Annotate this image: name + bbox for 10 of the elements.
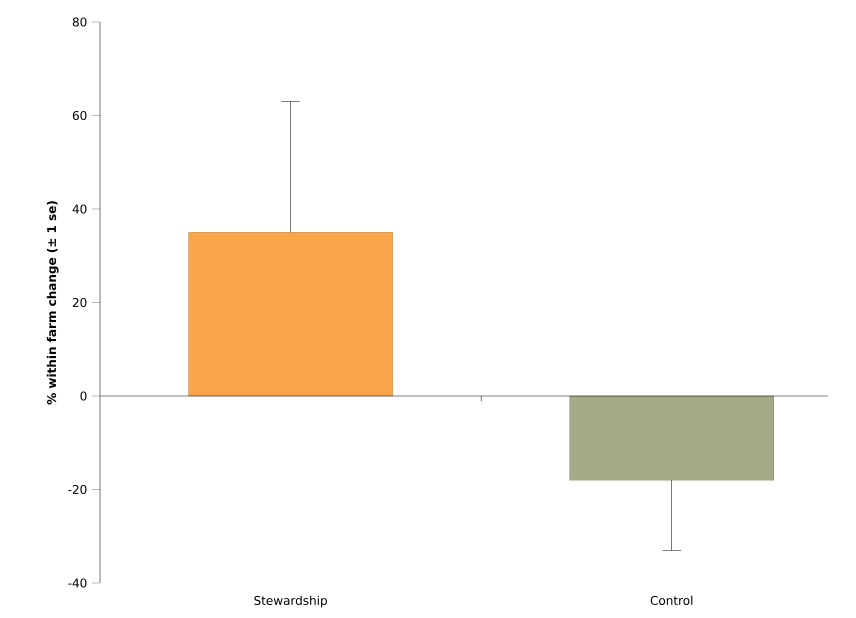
y-tick-label: 40	[72, 204, 86, 214]
y-axis-title: % within farm change (± 1 se)	[46, 201, 59, 404]
y-tick-label: 0	[80, 391, 86, 401]
x-tick-label: Stewardship	[254, 596, 327, 608]
y-tick-label: -40	[68, 578, 86, 588]
y-tick-label: 20	[72, 298, 86, 308]
y-tick-label: 80	[72, 17, 86, 27]
y-tick-label: 60	[72, 110, 86, 120]
y-tick-label: -20	[68, 484, 86, 494]
x-tick-label: Control	[650, 596, 692, 605]
